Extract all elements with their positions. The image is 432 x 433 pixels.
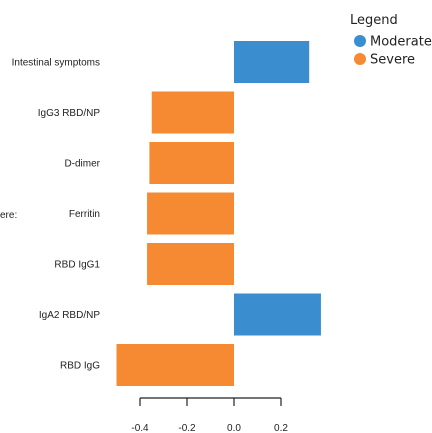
category-label: RBD IgG1 [54, 260, 100, 271]
category-label: IgG3 RBD/NP [38, 108, 101, 119]
legend-label-moderate: Moderate [370, 35, 432, 50]
legend-marker-severe [354, 53, 366, 65]
category-label: RBD IgG [60, 361, 100, 372]
x-tick-label: 0.2 [274, 423, 288, 433]
legend: Legend Moderate Severe [350, 13, 432, 68]
bar-rbd-igg [116, 344, 234, 386]
bar-ferritin [147, 192, 234, 235]
x-tick-label: -0.2 [178, 423, 196, 433]
category-labels-group: Intestinal symptoms IgG3 RBD/NP D-dimer Fer… [12, 58, 101, 372]
bar-intestinal-symptoms [234, 41, 310, 83]
x-tick-label: 0.0 [227, 423, 241, 433]
category-label: D-dimer [64, 159, 100, 170]
legend-label-severe: Severe [370, 53, 415, 68]
bar-d-dimer [149, 142, 234, 184]
category-label: Ferritin [69, 209, 100, 220]
category-label: Intestinal symptoms [12, 58, 100, 69]
legend-title: Legend [350, 13, 398, 28]
x-tick-label: -0.4 [131, 423, 149, 433]
legend-marker-moderate [354, 35, 366, 47]
category-label: IgA2 RBD/NP [39, 310, 100, 321]
bar-iga2-rbd-np [234, 293, 321, 336]
x-axis: -0.4 -0.2 0.0 0.2 [131, 397, 288, 433]
bars-group [116, 41, 321, 386]
bar-rbd-igg1 [147, 243, 234, 285]
bar-igg3-rbd-np [151, 91, 234, 134]
cut-off-label: ere: [0, 210, 17, 221]
